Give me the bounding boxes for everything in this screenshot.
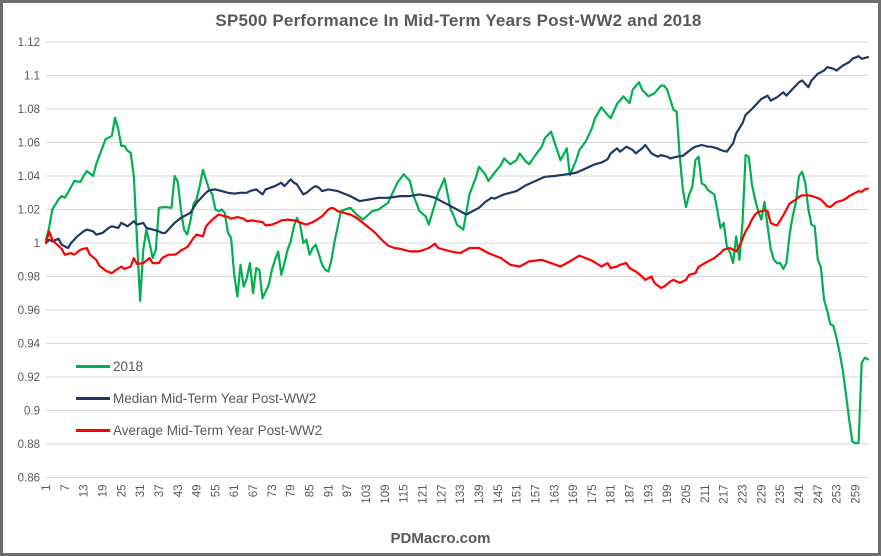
- x-tick-label: 85: [305, 485, 317, 498]
- y-tick-label: 1.12: [18, 37, 40, 49]
- x-tick-label: 253: [832, 485, 844, 504]
- legend-swatch-2018: [76, 364, 110, 368]
- x-tick-label: 109: [380, 485, 392, 504]
- legend-item-average: Average Mid-Term Year Post-WW2: [76, 414, 322, 446]
- x-tick-label: 19: [97, 485, 109, 498]
- x-tick-label: 1: [41, 485, 53, 491]
- x-tick-label: 205: [681, 485, 693, 504]
- x-tick-label: 217: [719, 485, 731, 504]
- x-tick-label: 7: [60, 485, 72, 491]
- x-tick-label: 259: [850, 485, 862, 504]
- y-tick-label: 0.92: [18, 372, 40, 384]
- x-tick-label: 223: [738, 485, 750, 504]
- x-tick-label: 133: [455, 485, 467, 504]
- x-tick-label: 79: [286, 485, 298, 498]
- y-tick-label: 0.86: [18, 473, 40, 485]
- series-line-0: [44, 81, 870, 445]
- y-tick-label: 0.94: [18, 339, 41, 351]
- y-tick-label: 1.08: [18, 104, 40, 116]
- x-tick-label: 25: [116, 485, 128, 498]
- x-tick-label: 163: [549, 485, 561, 504]
- x-tick-label: 55: [210, 485, 222, 498]
- x-tick-label: 115: [399, 485, 411, 503]
- chart-footer-watermark: PDMacro.com: [390, 530, 491, 547]
- y-tick-label: 1.04: [18, 171, 41, 183]
- x-tick-label: 91: [323, 485, 335, 498]
- x-tick-label: 97: [342, 485, 354, 498]
- x-tick-label: 103: [361, 485, 373, 504]
- legend-label-2018: 2018: [113, 358, 144, 374]
- y-tick-label: 1.1: [24, 71, 40, 83]
- x-tick-label: 187: [625, 485, 637, 504]
- legend-swatch-average: [76, 428, 110, 432]
- legend-label-average: Average Mid-Term Year Post-WW2: [113, 422, 323, 438]
- plot-area: 0.86 0.88 0.9 0.92 0.94 0.96 0.98 1 1.02 1.04 1.06…: [18, 37, 870, 504]
- y-tick-label: 0.88: [18, 439, 40, 451]
- legend: 2018 Median Mid-Term Year Post-WW2 Avera…: [76, 350, 322, 446]
- x-tick-label: 67: [248, 485, 260, 498]
- x-tick-label: 181: [606, 485, 618, 504]
- y-tick-label: 1.02: [18, 205, 40, 217]
- legend-item-median: Median Mid-Term Year Post-WW2: [76, 382, 322, 414]
- x-tick-label: 127: [436, 485, 448, 504]
- x-tick-label: 37: [154, 485, 166, 498]
- x-tick-label: 169: [568, 485, 580, 504]
- x-tick-label: 13: [79, 485, 91, 498]
- x-tick-label: 145: [493, 485, 505, 504]
- x-tick-label: 151: [512, 485, 524, 504]
- x-tick-label: 121: [417, 485, 429, 504]
- series-line-2: [44, 187, 870, 289]
- y-tick-label: 0.9: [24, 406, 40, 418]
- x-tick-label: 247: [813, 485, 825, 504]
- x-tick-label: 49: [192, 485, 204, 498]
- x-tick-label: 157: [530, 485, 542, 504]
- legend-label-median: Median Mid-Term Year Post-WW2: [113, 390, 317, 406]
- x-tick-label: 139: [474, 485, 486, 504]
- x-tick-label: 175: [587, 485, 599, 504]
- x-tick-label: 241: [794, 485, 806, 504]
- x-tick-label: 73: [267, 485, 279, 498]
- x-tick-label: 61: [229, 485, 241, 498]
- x-tick-label: 229: [756, 485, 768, 504]
- x-tick-label: 199: [662, 485, 674, 504]
- x-tick-label: 43: [173, 485, 185, 498]
- y-tick-label: 1: [34, 238, 40, 250]
- y-tick-label: 1.06: [18, 138, 40, 150]
- y-tick-label: 0.96: [18, 305, 40, 317]
- x-tick-label: 193: [643, 485, 655, 504]
- x-tick-label: 211: [700, 485, 712, 503]
- y-tick-label: 0.98: [18, 272, 40, 284]
- series-line-1: [44, 55, 870, 250]
- legend-swatch-median: [76, 396, 110, 400]
- x-tick-label: 31: [135, 485, 147, 498]
- legend-item-2018: 2018: [76, 350, 322, 382]
- x-tick-label: 235: [775, 485, 787, 504]
- chart-title: SP500 Performance In Mid-Term Years Post…: [215, 11, 702, 30]
